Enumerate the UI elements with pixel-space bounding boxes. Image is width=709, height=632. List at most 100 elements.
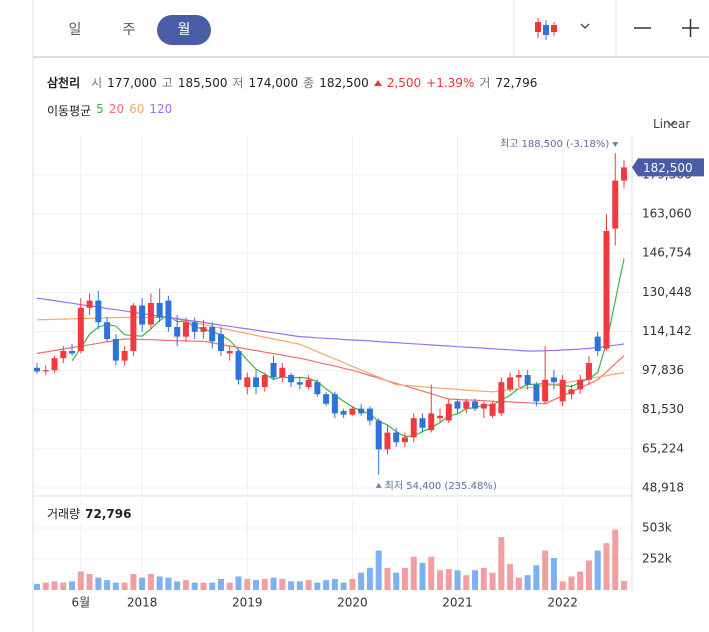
up-arrow (373, 79, 382, 86)
tab-month[interactable]: 월 (157, 15, 211, 45)
volume-bar (340, 582, 347, 590)
candle-body (498, 382, 505, 414)
volume-bar (147, 573, 154, 590)
candle-body (594, 336, 601, 351)
icon-rect (535, 22, 541, 32)
y-tick-label: 146,754 (642, 246, 692, 260)
stock-name: 삼천리 (47, 76, 81, 90)
volume-bar (498, 536, 505, 590)
candle-body (156, 303, 163, 318)
change: 2,500 (386, 75, 422, 90)
candle-body (104, 322, 111, 339)
volume-bar (489, 572, 496, 590)
volume-bar (217, 578, 224, 590)
volume-bar (305, 580, 312, 590)
candle-body (621, 167, 627, 181)
volume-bar (95, 577, 102, 590)
price-badge (632, 158, 704, 177)
volume-bar (69, 581, 76, 590)
candle-body (437, 415, 444, 419)
candle-body (375, 420, 382, 450)
candle-body (410, 418, 417, 438)
legend-entry: 5 (96, 102, 104, 116)
scale-chevron[interactable] (666, 120, 676, 126)
max-marker (612, 142, 619, 147)
dropdown-chevron[interactable] (580, 23, 590, 29)
candle-body (515, 375, 522, 378)
volume-bar (612, 529, 619, 590)
tab-day[interactable]: 일 (68, 22, 82, 38)
volume-bar (165, 577, 172, 590)
candle-body (603, 231, 610, 349)
volume-bar (104, 580, 111, 590)
ma-legend: 이동평균 5 20 60 120 (47, 102, 172, 119)
y-tick-label: 97,836 (642, 363, 684, 377)
candle-body (174, 327, 181, 337)
value: 182,500 (319, 75, 369, 90)
candle-body (393, 432, 400, 443)
value: 177,000 (107, 75, 157, 90)
price-badge-label: 182,500 (643, 161, 693, 175)
candle-body (323, 394, 330, 404)
volume-bar (428, 556, 435, 590)
volume-bar (130, 573, 137, 590)
volume-bar (121, 582, 128, 590)
candle-body (428, 413, 435, 431)
candle-body (463, 401, 470, 409)
candle-body (95, 300, 102, 323)
max-annotation: 최고 188,500 (-3.18%) (500, 138, 609, 150)
volume-bar (244, 578, 251, 590)
icon-rect (543, 25, 549, 35)
candle-body (217, 334, 224, 351)
min-annotation: 최저 54,400 (235.48%) (385, 480, 497, 492)
volume-bar (594, 550, 601, 590)
tab-week[interactable]: 주 (122, 22, 136, 38)
candle-body (568, 389, 575, 395)
candle-body (235, 351, 242, 380)
volume-bar (270, 577, 277, 590)
icon (373, 79, 382, 86)
volume-bar (437, 570, 444, 590)
legend-entry: 20 (108, 102, 125, 116)
candle-body (401, 437, 408, 443)
candle-body (366, 408, 373, 421)
candle-body (524, 375, 531, 385)
volume-bar (542, 550, 549, 590)
candle-body (279, 367, 286, 378)
y-tick-label: 163,060 (642, 207, 692, 221)
volume-bar (410, 556, 417, 590)
volume-bar (445, 569, 452, 590)
volume-bar (463, 575, 470, 590)
volume-bar (51, 581, 58, 590)
volume-bar (331, 578, 338, 590)
candle-body (261, 375, 268, 387)
volume-bar (279, 578, 286, 590)
candle-body (340, 411, 347, 415)
candle-body (542, 379, 549, 402)
volume-bar (191, 582, 198, 590)
x-tick-label: 2020 (337, 596, 368, 610)
volume-bar (174, 581, 181, 590)
volume-bar (235, 576, 242, 590)
y-tick-label: 65,224 (642, 441, 684, 455)
volume-bar (323, 580, 330, 590)
y-tick-label: 81,530 (642, 402, 684, 416)
x-tick-label: 6월 (71, 596, 90, 610)
label: 저 (232, 76, 244, 90)
zoom-in-button[interactable] (682, 19, 699, 37)
label: 고 (161, 76, 173, 90)
change-pct: +1.39% (426, 75, 475, 90)
x-tick-label: 2021 (442, 596, 473, 610)
candle-body (612, 180, 619, 229)
volume-bar (156, 576, 163, 590)
legend-title: 이동평균 (47, 104, 92, 118)
scale-toggle[interactable]: Linear (653, 117, 691, 131)
candle-body (147, 303, 154, 325)
candle-type-button[interactable] (535, 18, 557, 40)
quote-line: 삼천리 시 177,000 고 185,500 저 174,000 종 182,… (47, 74, 537, 91)
candle-body (121, 351, 128, 361)
volume-bar (296, 581, 303, 590)
label: 시 (91, 76, 103, 90)
candle-body (165, 300, 172, 327)
